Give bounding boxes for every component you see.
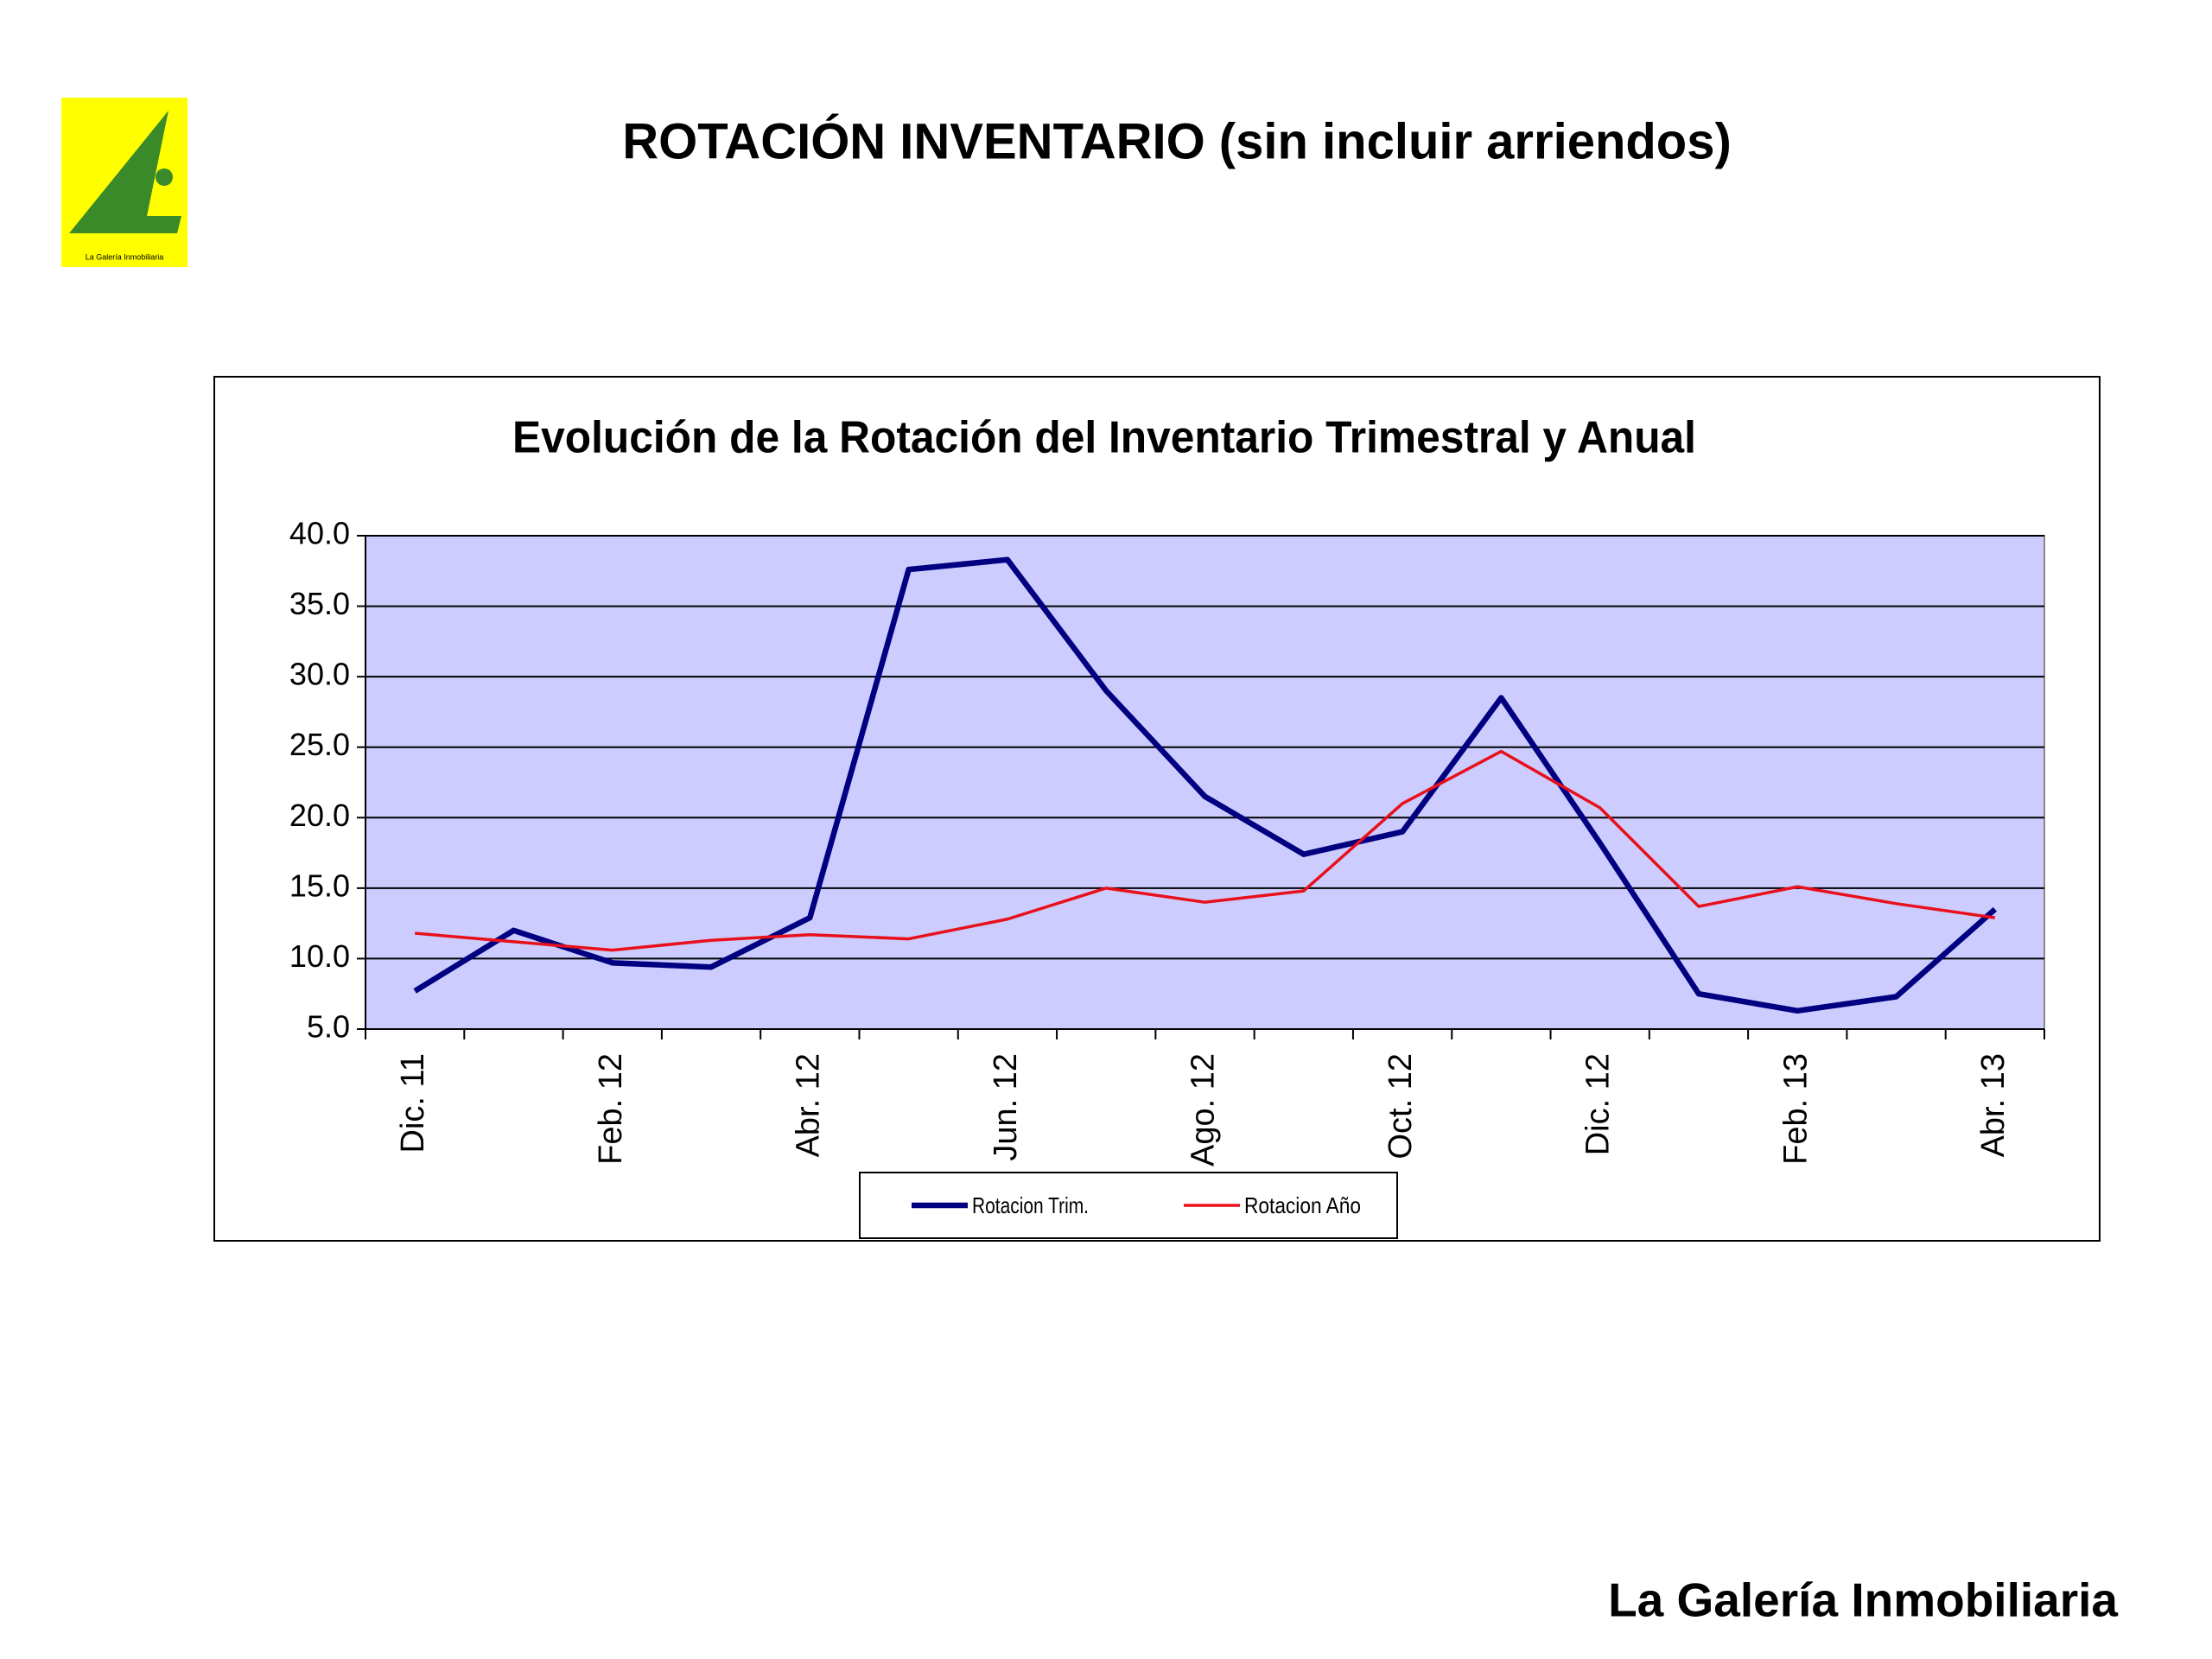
x-tick-label: Abr. 12 bbox=[790, 1053, 826, 1157]
series-line bbox=[413, 556, 1998, 1014]
y-tick-label: 5.0 bbox=[307, 1009, 350, 1045]
x-tick-label: Ago. 12 bbox=[1185, 1053, 1222, 1166]
x-tick-label: Dic. 11 bbox=[395, 1053, 431, 1153]
logo-dot bbox=[156, 168, 173, 186]
y-tick-label: 15.0 bbox=[289, 868, 350, 903]
plot-area bbox=[365, 535, 2045, 1030]
legend-label: Rotacion Trim. bbox=[972, 1192, 1089, 1218]
y-tick-label: 25.0 bbox=[289, 727, 350, 762]
x-tick-label: Feb. 12 bbox=[593, 1053, 629, 1165]
x-tick-label: Oct. 12 bbox=[1382, 1053, 1419, 1160]
logo: La Galería Inmobiliaria bbox=[61, 98, 188, 267]
x-tick-label: Jun. 12 bbox=[988, 1053, 1024, 1161]
footer-text: La Galería Inmobiliaria bbox=[1608, 1573, 2118, 1627]
y-tick-label: 20.0 bbox=[289, 798, 350, 833]
chart-title: Evolución de la Rotación del Inventario … bbox=[512, 413, 1696, 463]
logo-text: La Galería Inmobiliaria bbox=[86, 252, 164, 261]
y-tick-label: 35.0 bbox=[289, 586, 350, 621]
x-tick-label: Feb. 13 bbox=[1777, 1053, 1814, 1165]
page-title: ROTACIÓN INVENTARIO (sin incluir arriend… bbox=[622, 113, 1732, 169]
series-line bbox=[414, 749, 1996, 952]
y-tick-label: 30.0 bbox=[289, 657, 350, 692]
x-tick-label: Dic. 12 bbox=[1580, 1053, 1617, 1155]
x-tick-label: Abr. 13 bbox=[1975, 1053, 2012, 1157]
logo-shape bbox=[69, 111, 181, 233]
legend-label: Rotacion Año bbox=[1244, 1192, 1361, 1218]
y-tick-label: 10.0 bbox=[289, 938, 350, 974]
chart: 5.0 10.0 15.0 20.0 25.0 30.0 35.0 40.0 Dic. 11 Fe… bbox=[289, 516, 2045, 1239]
y-tick-label: 40.0 bbox=[289, 516, 350, 551]
